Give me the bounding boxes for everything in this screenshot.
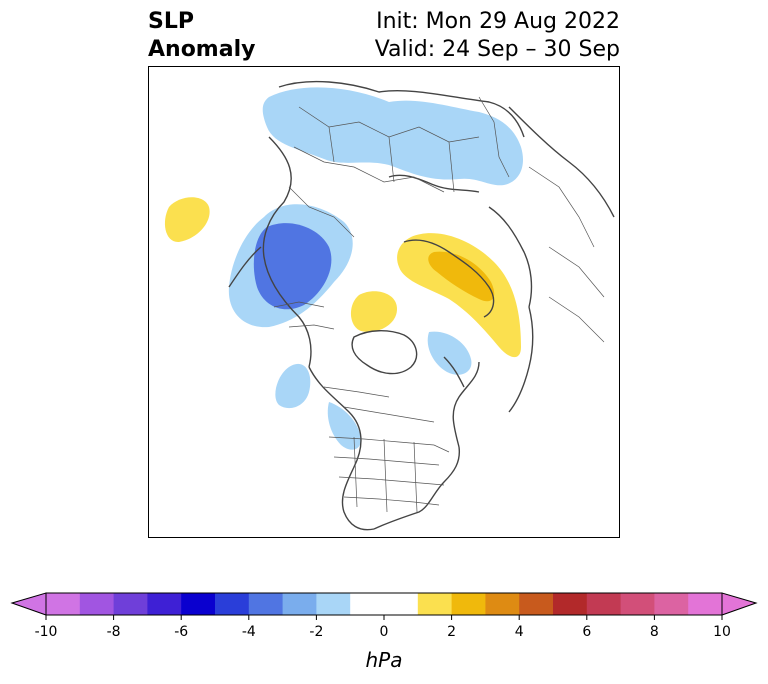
colorbar-bin bbox=[586, 593, 622, 615]
colorbar-bin bbox=[553, 593, 588, 615]
colorbar-left-extend bbox=[10, 592, 47, 616]
colorbar-tick-label: -8 bbox=[106, 624, 121, 640]
colorbar-tick-label: -2 bbox=[309, 624, 324, 640]
colorbar-bin bbox=[181, 593, 216, 615]
colorbar-tick-label: 4 bbox=[514, 624, 524, 640]
colorbar-bin bbox=[485, 593, 520, 615]
colorbar-tick-label: 8 bbox=[649, 624, 659, 640]
colorbar-bin bbox=[248, 593, 284, 615]
colorbar-bin bbox=[620, 593, 655, 615]
colorbar-bin bbox=[46, 593, 81, 615]
neg-anomaly-siberia bbox=[262, 87, 524, 186]
colorbar-bin bbox=[384, 593, 419, 615]
neg-anomaly-europe-mid bbox=[253, 223, 332, 310]
date-info: Init: Mon 29 Aug 2022 Valid: 24 Sep – 30… bbox=[375, 8, 620, 64]
anomaly-map bbox=[164, 80, 615, 531]
map-title: SLP Anomaly bbox=[148, 8, 255, 64]
neg-anomaly-hudson bbox=[427, 331, 472, 375]
colorbar-tick-label: -10 bbox=[34, 624, 58, 640]
valid-range: Valid: 24 Sep – 30 Sep bbox=[374, 37, 620, 62]
colorbar bbox=[10, 592, 758, 620]
colorbar-bin bbox=[147, 593, 182, 615]
neg-anomaly-pacific bbox=[275, 363, 311, 409]
borders bbox=[273, 96, 605, 513]
colorbar-bin bbox=[215, 593, 250, 615]
pos-anomaly-arctic bbox=[350, 291, 397, 332]
colorbar-tick-label: 0 bbox=[379, 624, 389, 640]
colorbar-bin bbox=[316, 593, 351, 615]
colorbar-tick-label: -4 bbox=[241, 624, 256, 640]
colorbar-bin bbox=[451, 593, 486, 615]
pos-anomaly-greenland bbox=[397, 233, 521, 358]
colorbar-tick-label: 2 bbox=[447, 624, 457, 640]
map-panel bbox=[148, 66, 620, 538]
colorbar-right-extend bbox=[721, 592, 758, 616]
colorbar-tick-label: -6 bbox=[174, 624, 189, 640]
colorbar-bin bbox=[79, 593, 115, 615]
colorbar-bin bbox=[113, 593, 148, 615]
colorbar-bin bbox=[417, 593, 453, 615]
pos-anomaly-atlantic bbox=[164, 197, 210, 243]
colorbar-bin bbox=[519, 593, 554, 615]
colorbar-tick-label: 6 bbox=[582, 624, 592, 640]
colorbar-bin bbox=[282, 593, 317, 615]
title-line1: SLP bbox=[148, 9, 194, 34]
colorbar-tick-label: 10 bbox=[713, 624, 731, 640]
init-date: Init: Mon 29 Aug 2022 bbox=[376, 9, 620, 34]
colorbar-bin bbox=[654, 593, 689, 615]
title-line2: Anomaly bbox=[148, 37, 256, 62]
pos-anomaly-greenland-mid bbox=[428, 251, 495, 302]
colorbar-bin bbox=[688, 593, 723, 615]
coastlines bbox=[228, 80, 615, 531]
colorbar-units: hPa bbox=[365, 648, 403, 672]
colorbar-bin bbox=[350, 593, 385, 615]
